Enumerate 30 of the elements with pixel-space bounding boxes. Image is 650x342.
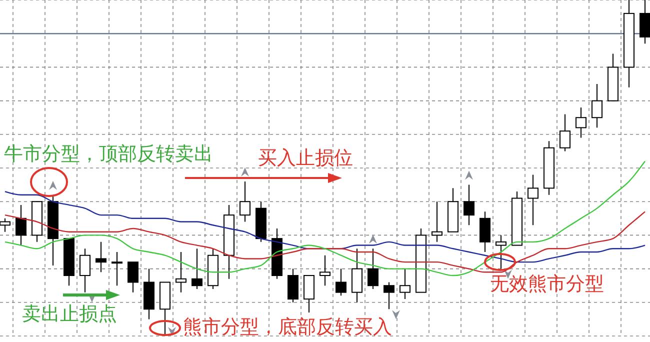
candlestick <box>496 234 506 270</box>
candlestick <box>640 0 650 44</box>
annotation: 牛市分型，顶部反转卖出 <box>4 143 213 165</box>
candlestick <box>400 268 410 300</box>
candlestick <box>592 84 602 128</box>
candlestick <box>112 252 122 286</box>
candlestick <box>336 268 346 296</box>
annotation: 卖出止损点 <box>22 303 117 325</box>
candlestick <box>304 275 314 313</box>
candlestick <box>176 252 186 293</box>
candlestick <box>320 254 330 286</box>
candlestick <box>16 204 26 246</box>
candlestick <box>240 180 250 222</box>
candlestick <box>96 241 106 273</box>
candlestick <box>528 174 538 226</box>
candlestick <box>192 248 202 290</box>
candlestick <box>560 114 570 152</box>
annotation: 无效熊市分型 <box>490 273 604 295</box>
candlestick <box>368 248 378 290</box>
candlestick <box>464 184 474 226</box>
candlestick <box>288 268 298 303</box>
candlestick <box>432 201 442 242</box>
candlestick <box>384 282 394 310</box>
candlestick <box>576 107 586 138</box>
annotation: 熊市分型，底部反转买入 <box>183 316 392 338</box>
candlestick <box>128 262 138 293</box>
candlestick <box>480 211 490 252</box>
candlestick <box>352 248 362 303</box>
annotation: 买入止损位 <box>258 147 353 169</box>
candlestick <box>80 248 90 293</box>
